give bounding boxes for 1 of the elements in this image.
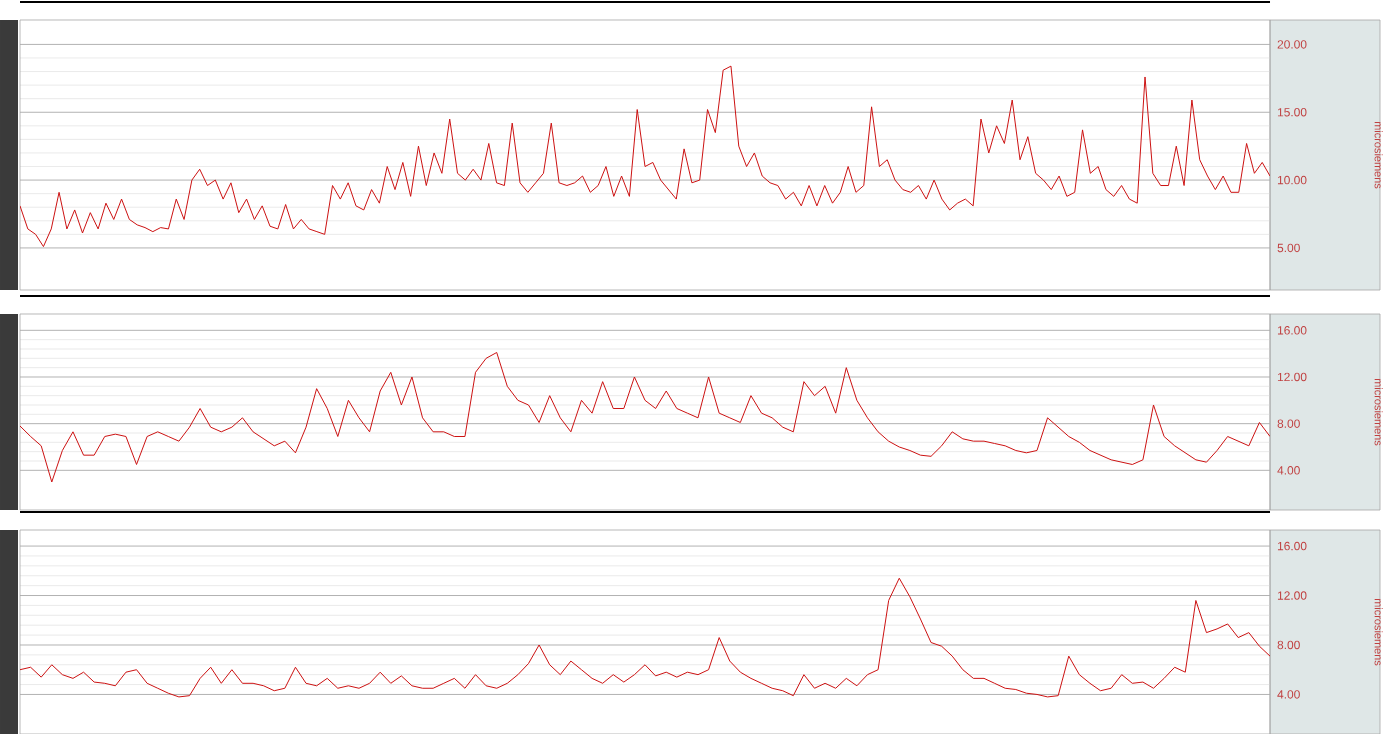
line-series [20,577,1271,698]
